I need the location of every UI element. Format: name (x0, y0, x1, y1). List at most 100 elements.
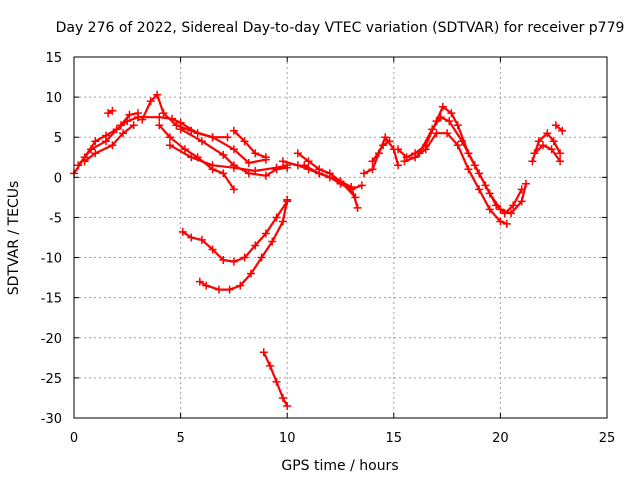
series-arc-22 (178, 197, 292, 266)
data-point (278, 393, 287, 402)
series-arc-15 (368, 137, 394, 166)
data-point (176, 125, 185, 134)
data-point (481, 181, 490, 190)
data-point (197, 235, 206, 244)
data-point (394, 145, 403, 154)
data-point (101, 137, 110, 146)
data-point (492, 201, 501, 210)
data-point (187, 153, 196, 162)
data-point (421, 145, 430, 154)
data-point (168, 114, 177, 123)
series-line (232, 129, 267, 159)
y-tick-label: -20 (41, 332, 62, 347)
data-point (172, 121, 181, 130)
x-tick-label: 5 (176, 431, 184, 446)
data-point (244, 158, 253, 167)
series-arc-4 (104, 106, 117, 118)
data-point (208, 245, 217, 254)
data-point (153, 90, 162, 99)
data-point (379, 141, 388, 150)
data-point (195, 277, 204, 286)
data-point (187, 233, 196, 242)
data-point (165, 141, 174, 150)
data-point (251, 149, 260, 158)
data-point (116, 121, 125, 130)
data-point (293, 149, 302, 158)
data-point (108, 141, 117, 150)
series-line (179, 128, 289, 177)
data-point (283, 195, 292, 204)
data-point (208, 133, 217, 142)
data-point (272, 165, 281, 174)
data-point (357, 181, 366, 190)
data-point (246, 269, 255, 278)
y-tick-label: 15 (45, 51, 62, 66)
series-line (403, 132, 508, 225)
series-line (533, 144, 562, 163)
series-arc-5 (138, 90, 270, 167)
data-point (229, 145, 238, 154)
data-point (528, 157, 537, 166)
data-point (229, 161, 238, 170)
data-point (443, 129, 452, 138)
data-point (268, 237, 277, 246)
series-arc-20 (530, 141, 565, 166)
series-arc-1 (70, 113, 142, 178)
data-point (261, 171, 270, 180)
plot-data (70, 90, 567, 410)
series-line (181, 200, 289, 263)
series-arc-14 (359, 133, 403, 178)
data-point (125, 110, 134, 119)
data-point (436, 113, 445, 122)
series-arc-2 (74, 109, 142, 170)
data-point (87, 145, 96, 154)
series-line (397, 105, 528, 215)
data-point (165, 133, 174, 142)
data-point (381, 133, 390, 142)
data-point (428, 125, 437, 134)
series-line (362, 136, 400, 175)
y-tick-label: -10 (41, 252, 62, 267)
data-point (496, 217, 505, 226)
data-point (146, 97, 155, 106)
data-point (517, 197, 526, 206)
data-point (178, 227, 187, 236)
series-arc-23 (195, 195, 292, 294)
data-point (304, 157, 313, 166)
data-point (202, 281, 211, 290)
data-point (500, 209, 509, 218)
data-point (485, 205, 494, 214)
y-tick-label: -25 (41, 372, 62, 387)
data-point (278, 157, 287, 166)
data-point (223, 133, 232, 142)
data-point (159, 109, 168, 118)
data-point (300, 161, 309, 170)
grid (74, 57, 607, 418)
data-point (453, 141, 462, 150)
y-tick-label: -5 (49, 211, 62, 226)
data-point (80, 157, 89, 166)
data-point (272, 377, 281, 386)
data-point (517, 185, 526, 194)
data-point (251, 241, 260, 250)
data-point (259, 348, 268, 357)
series-arc-7 (155, 121, 238, 194)
data-point (278, 217, 287, 226)
series-arc-18 (415, 113, 526, 218)
data-point (368, 157, 377, 166)
data-point (219, 150, 228, 159)
series-arc-10 (229, 126, 270, 162)
series-line (83, 124, 135, 163)
data-point (415, 149, 424, 158)
data-point (432, 129, 441, 138)
data-point (347, 182, 356, 191)
data-point (261, 153, 270, 162)
data-point (219, 255, 228, 264)
data-point (368, 165, 377, 174)
axis-ticks: 0 5 10 15 20 25 -30 -25 -20 -15 -10 -5 0 5 10 15 (41, 51, 616, 446)
series-line (72, 116, 140, 175)
series-arc-9 (176, 125, 292, 180)
series-line (554, 124, 564, 132)
data-point (261, 229, 270, 238)
